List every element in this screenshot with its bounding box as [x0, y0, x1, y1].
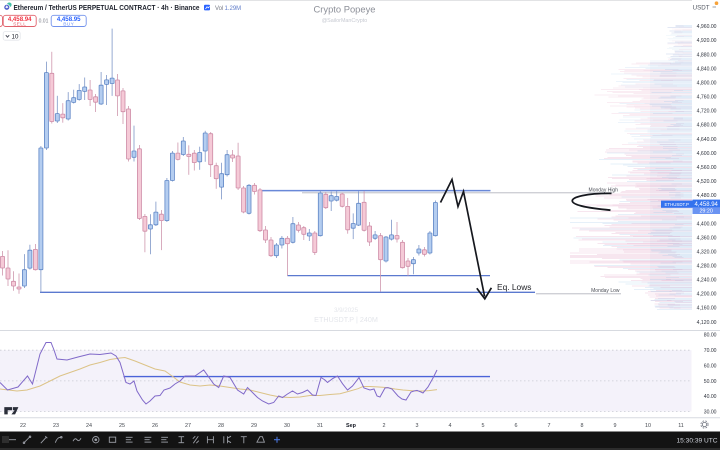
svg-text:4,800.00: 4,800.00 [697, 81, 717, 87]
svg-text:4,960.00: 4,960.00 [697, 24, 717, 30]
svg-text:4,280.00: 4,280.00 [697, 264, 717, 270]
svg-text:7: 7 [548, 423, 551, 429]
svg-text:5: 5 [482, 423, 485, 429]
svg-text:50.00: 50.00 [704, 379, 717, 385]
svg-text:4,458.95: 4,458.95 [57, 16, 81, 23]
svg-text:6: 6 [515, 423, 518, 429]
svg-text:4,640.00: 4,640.00 [697, 137, 717, 143]
svg-text:80.00: 80.00 [704, 333, 717, 339]
svg-text:4,720.00: 4,720.00 [697, 109, 717, 115]
svg-text:10: 10 [12, 33, 19, 40]
svg-text:30.00: 30.00 [704, 409, 717, 415]
svg-text:29:20: 29:20 [699, 209, 713, 215]
svg-text:4,360.00: 4,360.00 [697, 235, 717, 241]
svg-text:4,458.94: 4,458.94 [695, 202, 719, 208]
svg-text:24: 24 [86, 423, 92, 429]
svg-text:70.00: 70.00 [704, 348, 717, 354]
svg-text:0.01: 0.01 [39, 18, 49, 24]
svg-text:4,880.00: 4,880.00 [697, 52, 717, 58]
svg-text:4,920.00: 4,920.00 [697, 38, 717, 44]
svg-text:2: 2 [383, 423, 386, 429]
svg-text:4,760.00: 4,760.00 [697, 95, 717, 101]
svg-text:60.00: 60.00 [704, 363, 717, 369]
svg-text:30: 30 [284, 423, 290, 429]
svg-text:4: 4 [449, 423, 452, 429]
svg-text:Crypto Popeye: Crypto Popeye [313, 4, 375, 15]
svg-text:@SailorManCrypto: @SailorManCrypto [322, 18, 368, 24]
svg-text:40.00: 40.00 [704, 394, 717, 400]
svg-text:25: 25 [119, 423, 125, 429]
svg-text:4,560.00: 4,560.00 [697, 165, 717, 171]
svg-text:26: 26 [152, 423, 158, 429]
svg-text:1.29M: 1.29M [225, 6, 242, 12]
svg-text:Monday Low: Monday Low [591, 288, 620, 294]
svg-text:ETHUSDT.P | 240M: ETHUSDT.P | 240M [314, 315, 378, 324]
svg-text:4,200.00: 4,200.00 [697, 292, 717, 298]
svg-text:4,520.00: 4,520.00 [697, 179, 717, 185]
svg-text:15:30:39 UTC: 15:30:39 UTC [677, 438, 718, 445]
svg-text:Eq. Lows: Eq. Lows [497, 282, 531, 292]
svg-text:27: 27 [185, 423, 191, 429]
svg-text:10: 10 [645, 423, 651, 429]
svg-text:4,240.00: 4,240.00 [697, 278, 717, 284]
svg-text:BUY: BUY [63, 22, 74, 28]
svg-text:4,120.00: 4,120.00 [697, 320, 717, 326]
svg-text:4,160.00: 4,160.00 [697, 306, 717, 312]
svg-text:3/9/2025: 3/9/2025 [334, 307, 359, 314]
svg-text:11: 11 [678, 423, 684, 429]
svg-text:31: 31 [317, 423, 323, 429]
svg-text:Vol: Vol [215, 6, 223, 12]
svg-text:29: 29 [251, 423, 257, 429]
svg-text:Ethereum / TetherUS PERPETUAL: Ethereum / TetherUS PERPETUAL CONTRACT ·… [14, 3, 200, 12]
svg-text:USDT: USDT [693, 5, 710, 12]
svg-text:4,400.00: 4,400.00 [697, 221, 717, 227]
svg-text:3: 3 [416, 423, 419, 429]
svg-text:Sep: Sep [346, 423, 357, 429]
svg-text:22: 22 [20, 423, 26, 429]
svg-text:4,458.94: 4,458.94 [8, 16, 32, 23]
svg-text:4,680.00: 4,680.00 [697, 123, 717, 129]
svg-text:SELL: SELL [13, 22, 26, 28]
svg-text:28: 28 [218, 423, 224, 429]
svg-text:4,320.00: 4,320.00 [697, 249, 717, 255]
svg-text:23: 23 [53, 423, 59, 429]
svg-text:4,600.00: 4,600.00 [697, 151, 717, 157]
svg-text:4,480.00: 4,480.00 [697, 193, 717, 199]
svg-text:8: 8 [581, 423, 584, 429]
svg-text:4,840.00: 4,840.00 [697, 66, 717, 72]
svg-text:ETHUSDT.P: ETHUSDT.P [664, 202, 688, 207]
svg-text:Monday High: Monday High [589, 187, 619, 193]
svg-text:9: 9 [614, 423, 617, 429]
